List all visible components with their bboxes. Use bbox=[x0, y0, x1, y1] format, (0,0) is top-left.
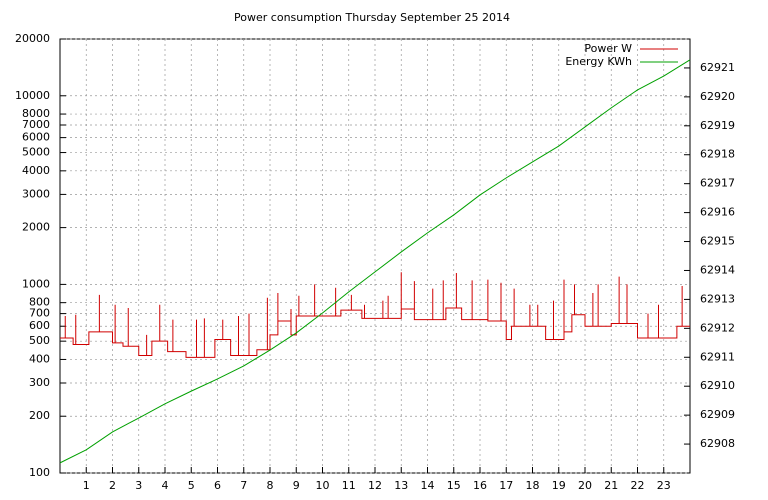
x-tick-label: 2 bbox=[109, 479, 116, 492]
y-tick-label: 100 bbox=[29, 466, 50, 479]
y-tick-label: 6000 bbox=[22, 131, 50, 144]
y-tick-label: 10000 bbox=[15, 89, 50, 102]
y-tick-label: 1000 bbox=[22, 277, 50, 290]
x-tick-label: 3 bbox=[135, 479, 142, 492]
y2-tick-label: 62917 bbox=[700, 177, 735, 190]
x-tick-label: 9 bbox=[293, 479, 300, 492]
x-tick-label: 19 bbox=[552, 479, 566, 492]
series-line bbox=[60, 272, 690, 358]
x-tick-label: 5 bbox=[188, 479, 195, 492]
y-tick-label: 300 bbox=[29, 376, 50, 389]
x-tick-label: 6 bbox=[214, 479, 221, 492]
x-tick-label: 16 bbox=[473, 479, 487, 492]
x-tick-label: 1 bbox=[83, 479, 90, 492]
y2-tick-label: 62911 bbox=[700, 350, 735, 363]
y-tick-label: 20000 bbox=[15, 32, 50, 45]
y-tick-label: 5000 bbox=[22, 146, 50, 159]
x-tick-label: 20 bbox=[578, 479, 592, 492]
y-tick-label: 3000 bbox=[22, 187, 50, 200]
x-tick-label: 18 bbox=[526, 479, 540, 492]
y-tick-label: 4000 bbox=[22, 164, 50, 177]
series-line bbox=[59, 59, 691, 464]
chart-title: Power consumption Thursday September 25 … bbox=[234, 11, 510, 24]
x-tick-label: 4 bbox=[162, 479, 169, 492]
y-tick-label: 700 bbox=[29, 307, 50, 320]
y2-tick-label: 62921 bbox=[700, 61, 735, 74]
legend-label: Energy KWh bbox=[565, 55, 632, 68]
y2-tick-label: 62914 bbox=[700, 263, 735, 276]
y2-tick-label: 62916 bbox=[700, 206, 735, 219]
x-tick-label: 12 bbox=[368, 479, 382, 492]
x-tick-label: 7 bbox=[240, 479, 247, 492]
y2-tick-label: 62908 bbox=[700, 437, 735, 450]
x-tick-label: 8 bbox=[267, 479, 274, 492]
x-tick-label: 17 bbox=[499, 479, 513, 492]
legend-label: Power W bbox=[584, 42, 632, 55]
x-tick-label: 14 bbox=[421, 479, 435, 492]
y-tick-label: 400 bbox=[29, 352, 50, 365]
x-tick-label: 11 bbox=[342, 479, 356, 492]
y2-tick-label: 62910 bbox=[700, 379, 735, 392]
y2-tick-label: 62918 bbox=[700, 148, 735, 161]
y2-tick-label: 62909 bbox=[700, 408, 735, 421]
y-tick-label: 200 bbox=[29, 409, 50, 422]
y-tick-label: 600 bbox=[29, 319, 50, 332]
y-tick-label: 8000 bbox=[22, 107, 50, 120]
x-tick-label: 22 bbox=[631, 479, 645, 492]
y2-tick-label: 62913 bbox=[700, 292, 735, 305]
y2-tick-label: 62919 bbox=[700, 119, 735, 132]
y-tick-label: 500 bbox=[29, 334, 50, 347]
y-tick-label: 7000 bbox=[22, 118, 50, 131]
x-tick-label: 21 bbox=[604, 479, 618, 492]
x-tick-label: 13 bbox=[394, 479, 408, 492]
y-tick-label: 2000 bbox=[22, 221, 50, 234]
x-tick-label: 10 bbox=[316, 479, 330, 492]
y-tick-label: 800 bbox=[29, 296, 50, 309]
x-tick-label: 23 bbox=[657, 479, 671, 492]
x-tick-label: 15 bbox=[447, 479, 461, 492]
y2-tick-label: 62912 bbox=[700, 321, 735, 334]
y2-tick-label: 62915 bbox=[700, 235, 735, 248]
y2-tick-label: 62920 bbox=[700, 90, 735, 103]
